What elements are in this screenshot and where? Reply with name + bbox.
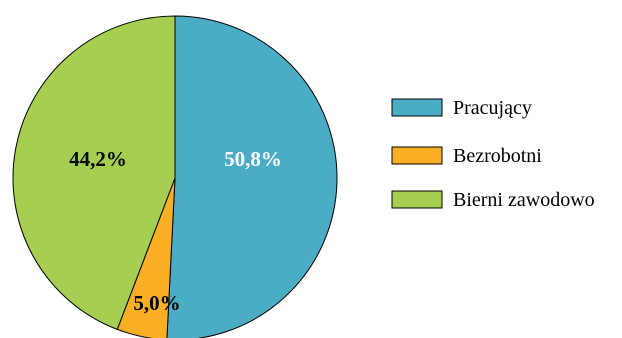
pie-slices xyxy=(12,15,338,338)
slice-label-pracujacy: 50,8% xyxy=(224,147,282,171)
pie-slice-pracujacy xyxy=(166,15,338,338)
legend-item-pracujacy: Pracujący xyxy=(391,97,532,119)
pie-slice-labels: 50,8% 5,0% 44,2% xyxy=(69,147,282,315)
legend-swatch-pracujacy xyxy=(391,98,443,117)
legend-item-bierni-zawodowo: Bierni zawodowo xyxy=(391,189,595,211)
slice-label-bierni-zawodowo: 44,2% xyxy=(69,147,127,171)
legend-item-bezrobotni: Bezrobotni xyxy=(391,145,542,167)
legend-label-bezrobotni: Bezrobotni xyxy=(453,145,542,167)
legend-swatch-bezrobotni xyxy=(391,146,443,165)
slice-label-bezrobotni: 5,0% xyxy=(133,291,180,315)
legend-label-pracujacy: Pracujący xyxy=(453,97,532,119)
pie-slice-bierni-zawodowo xyxy=(12,15,176,331)
legend-label-bierni-zawodowo: Bierni zawodowo xyxy=(453,189,595,211)
chart-legend: Pracujący Bezrobotni Bierni zawodowo xyxy=(391,97,595,211)
legend-swatch-bierni-zawodowo xyxy=(391,190,443,209)
